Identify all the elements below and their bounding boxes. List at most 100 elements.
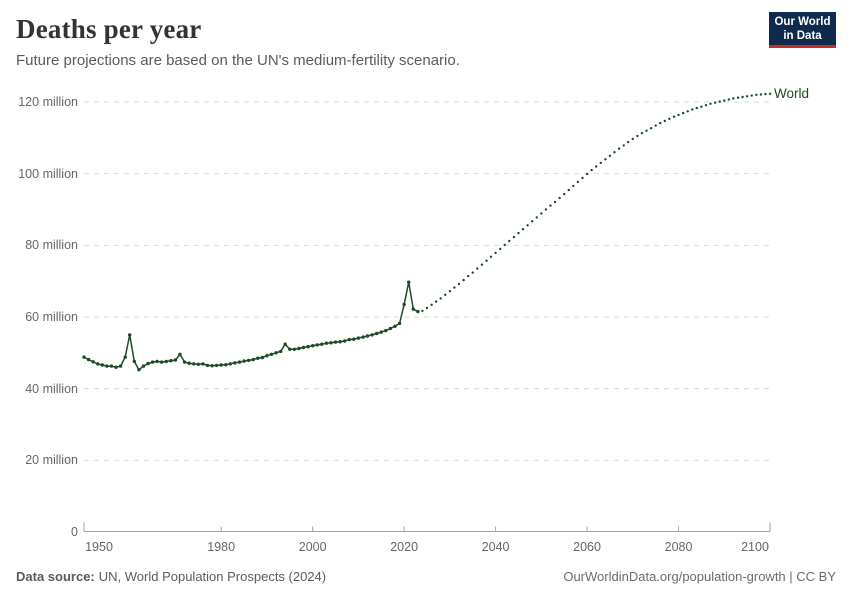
series-point bbox=[297, 346, 301, 351]
series-point bbox=[169, 359, 173, 363]
series-projection-point bbox=[727, 98, 730, 101]
series-point bbox=[384, 328, 388, 333]
series-point bbox=[118, 364, 123, 368]
series-point bbox=[379, 330, 383, 334]
series-projection-point bbox=[457, 282, 461, 286]
series-projection-point bbox=[622, 144, 625, 147]
series-point bbox=[233, 361, 237, 365]
series-projection-point bbox=[645, 129, 648, 132]
series-projection-point bbox=[718, 100, 721, 103]
series-projection-point bbox=[681, 111, 685, 115]
series-projection-point bbox=[595, 165, 598, 168]
series-point bbox=[160, 360, 164, 364]
series-projection-point bbox=[494, 251, 497, 255]
series-projection-point bbox=[691, 108, 694, 111]
series-point bbox=[146, 361, 150, 366]
series-point bbox=[306, 345, 310, 349]
owid-logo[interactable]: Our World in Data bbox=[769, 12, 836, 48]
series-point bbox=[352, 337, 356, 341]
chart-title: Deaths per year bbox=[16, 14, 202, 44]
series-projection-point bbox=[745, 95, 749, 98]
series-point bbox=[324, 341, 329, 345]
series-projection-point bbox=[485, 259, 488, 262]
series-point bbox=[292, 347, 297, 351]
chart-subtitle: Future projections are based on the UN's… bbox=[16, 52, 460, 69]
data-source-text: UN, World Population Prospects (2024) bbox=[98, 569, 327, 584]
series-point bbox=[333, 340, 338, 344]
series-projection-point bbox=[649, 127, 653, 130]
series-projection-point bbox=[604, 158, 607, 161]
series-line-historical[interactable] bbox=[83, 281, 419, 371]
series-projection-point bbox=[512, 235, 516, 239]
series-point bbox=[214, 363, 219, 368]
series-point bbox=[192, 362, 196, 366]
series-point bbox=[265, 354, 269, 358]
series-entity-label[interactable]: World bbox=[774, 85, 810, 101]
owid-logo-line1: Our World bbox=[774, 16, 831, 28]
series-projection-point bbox=[444, 293, 447, 296]
series-point bbox=[182, 360, 187, 364]
series-projection-point bbox=[540, 212, 543, 215]
series-projection-point bbox=[677, 113, 680, 117]
series-point bbox=[246, 358, 251, 363]
series-projection-point bbox=[764, 92, 767, 96]
series-projection-point bbox=[526, 224, 529, 227]
series-projection-point bbox=[640, 132, 644, 135]
series-projection-point bbox=[585, 172, 589, 176]
series-point bbox=[173, 358, 178, 362]
series-point bbox=[228, 362, 232, 366]
series-point bbox=[237, 360, 242, 364]
series-point bbox=[100, 363, 105, 367]
series-point bbox=[150, 360, 155, 364]
series-projection-point bbox=[627, 140, 630, 144]
series-point bbox=[123, 355, 127, 359]
series-projection-point bbox=[768, 92, 772, 96]
series-point bbox=[301, 345, 306, 350]
series-projection-point bbox=[531, 220, 534, 223]
series-point bbox=[397, 321, 402, 326]
series-point bbox=[343, 339, 347, 343]
series-projection-point bbox=[489, 255, 493, 258]
series-point bbox=[210, 364, 214, 368]
series-projection-point bbox=[581, 176, 584, 180]
series-point bbox=[82, 355, 86, 359]
series-projection-point bbox=[659, 121, 662, 125]
series-point bbox=[224, 363, 228, 367]
series-projection-point bbox=[686, 110, 689, 113]
series-point bbox=[141, 364, 146, 368]
series-point bbox=[288, 347, 292, 351]
series-projection-point bbox=[695, 106, 698, 110]
series-point bbox=[114, 365, 118, 369]
series-projection-point bbox=[425, 306, 429, 310]
footer-credit-link[interactable]: OurWorldinData.org/population-growth | C… bbox=[563, 569, 836, 584]
series-point bbox=[375, 331, 379, 336]
series-point bbox=[178, 352, 182, 356]
series-point bbox=[260, 355, 265, 360]
series-projection-point bbox=[503, 243, 506, 247]
series-point bbox=[105, 364, 109, 368]
data-source-label: Data source: bbox=[16, 569, 95, 584]
series-point bbox=[365, 334, 370, 338]
series-projection-point bbox=[563, 192, 566, 196]
series-point bbox=[251, 357, 255, 362]
series-projection-point bbox=[549, 204, 552, 207]
series-point bbox=[361, 335, 365, 339]
series-point bbox=[407, 280, 411, 284]
series-point bbox=[205, 363, 210, 368]
series-point bbox=[393, 324, 397, 328]
series-point bbox=[315, 343, 319, 347]
series-projection-point bbox=[439, 297, 442, 300]
series-point bbox=[137, 368, 141, 372]
series-point bbox=[356, 336, 361, 340]
series-projection-point bbox=[453, 286, 456, 289]
series-point bbox=[338, 340, 342, 344]
series-point bbox=[128, 333, 132, 337]
series-projection-point bbox=[576, 180, 580, 184]
series-point bbox=[96, 362, 100, 366]
series-projection-point bbox=[499, 247, 502, 251]
series-point bbox=[164, 359, 168, 364]
series-projection-point bbox=[732, 97, 735, 100]
series-point bbox=[320, 342, 324, 346]
